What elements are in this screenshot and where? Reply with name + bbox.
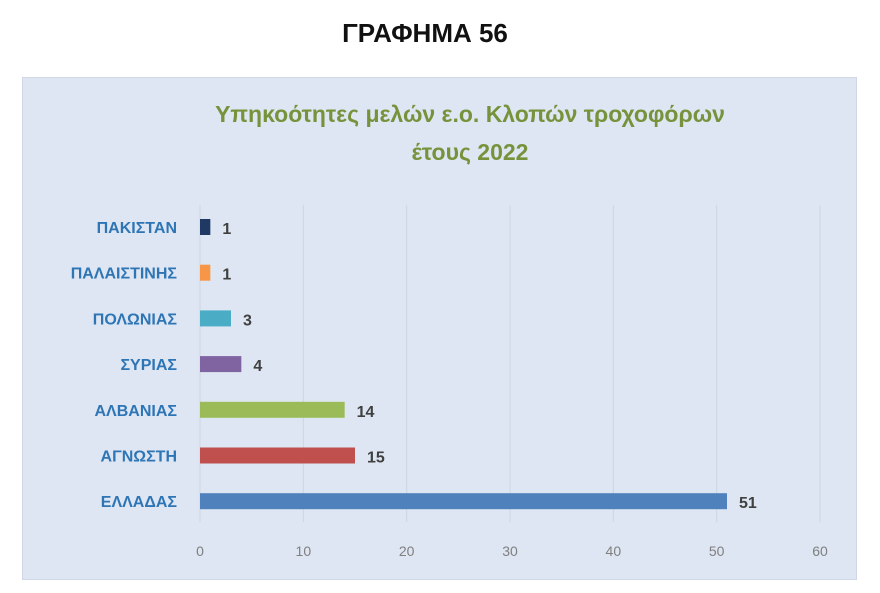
bar xyxy=(200,447,355,464)
x-tick-label: 60 xyxy=(812,543,828,559)
data-label: 4 xyxy=(253,358,262,375)
x-tick-label: 50 xyxy=(709,543,725,559)
category-label: ΑΓΝΩΣΤΗ xyxy=(101,449,177,466)
page-heading: ΓΡΑΦΗΜΑ 56 xyxy=(342,18,508,48)
category-label: ΣΥΡΙΑΣ xyxy=(120,357,177,374)
x-tick-label: 30 xyxy=(502,543,518,559)
bar xyxy=(200,401,345,418)
chart-title-line1: Υπηκοότητες μελών ε.ο. Κλοπών τροχοφόρων xyxy=(215,101,725,127)
bar xyxy=(200,219,211,235)
data-label: 14 xyxy=(357,404,375,421)
data-label: 1 xyxy=(222,267,231,284)
category-label: ΕΛΛΑΔΑΣ xyxy=(101,494,178,511)
bar xyxy=(200,310,231,327)
x-tick-label: 0 xyxy=(196,543,204,559)
category-label: ΑΛΒΑΝΙΑΣ xyxy=(95,403,178,420)
chart-title: Υπηκοότητες μελών ε.ο. Κλοπών τροχοφόρων… xyxy=(120,95,820,171)
bar xyxy=(200,356,242,373)
category-label: ΠΑΛΑΙΣΤΙΝΗΣ xyxy=(71,266,178,283)
data-label: 3 xyxy=(243,312,252,329)
x-tick-label: 10 xyxy=(296,543,312,559)
data-label: 51 xyxy=(739,495,757,512)
chart-title-line2: έτους 2022 xyxy=(411,139,529,165)
data-label: 1 xyxy=(222,221,231,238)
bar xyxy=(200,264,211,281)
x-tick-label: 20 xyxy=(399,543,415,559)
data-label: 15 xyxy=(367,450,385,467)
bar xyxy=(200,493,727,510)
x-tick-label: 40 xyxy=(606,543,622,559)
category-label: ΠΑΚΙΣΤΑΝ xyxy=(97,220,177,237)
category-label: ΠΟΛΩΝΙΑΣ xyxy=(93,311,178,328)
